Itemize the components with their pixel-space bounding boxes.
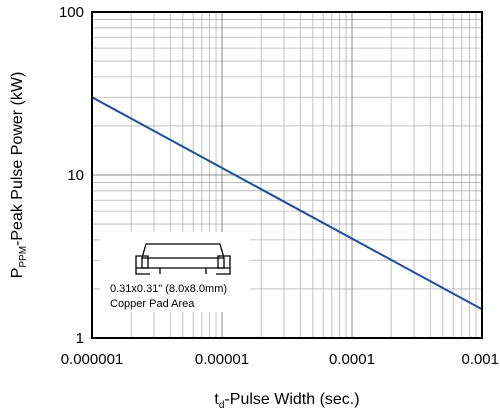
component-icon — [135, 243, 231, 275]
y-tick-label: 100 — [59, 4, 84, 21]
x-axis-label-main: t — [214, 391, 219, 408]
series-line — [91, 96, 483, 311]
plot-frame — [91, 11, 483, 339]
y-axis-label-rest: -Peak Pulse Power (kW) — [9, 72, 26, 246]
y-tick-label: 1 — [76, 330, 84, 347]
x-axis-label-rest: -Pulse Width (sec.) — [224, 391, 359, 408]
x-tick-label: 0.00001 — [195, 351, 249, 368]
y-axis-label-main: P — [9, 268, 26, 279]
y-axis-label-sub: PPM — [18, 246, 29, 268]
series-layer — [91, 96, 483, 311]
y-tick-labels: 1 10 100 — [59, 4, 84, 347]
x-axis-label: td-Pulse Width (sec.) — [214, 391, 359, 411]
x-tick-label: 0.001 — [461, 351, 499, 368]
inset-size-label: 0.31x0.31" (8.0x8.0mm) — [110, 283, 227, 295]
y-tick-label: 10 — [67, 167, 84, 184]
y-axis-label: PPPM-Peak Pulse Power (kW) — [9, 72, 29, 279]
inset-pad-label: Copper Pad Area — [110, 298, 195, 310]
x-tick-label: 0.0001 — [329, 351, 375, 368]
inset-box — [100, 232, 250, 312]
inset-pad-legend: 0.31x0.31" (8.0x8.0mm) Copper Pad Area — [100, 232, 250, 312]
x-axis-label-sub: d — [219, 400, 225, 411]
x-tick-labels: 0.000001 0.00001 0.0001 0.001 — [61, 351, 499, 368]
x-tick-label: 0.000001 — [61, 351, 124, 368]
